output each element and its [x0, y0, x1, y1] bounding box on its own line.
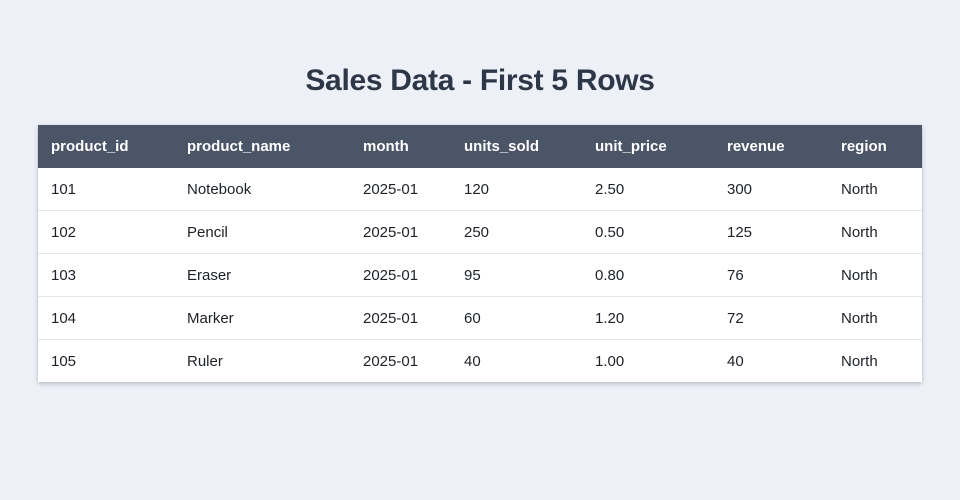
column-header-unit-price: unit_price — [582, 125, 714, 168]
table-row: 101 Notebook 2025-01 120 2.50 300 North — [38, 168, 922, 211]
cell-month: 2025-01 — [350, 210, 451, 254]
cell-product-name: Ruler — [174, 339, 350, 382]
cell-product-id: 101 — [38, 168, 174, 211]
column-header-revenue: revenue — [714, 125, 828, 168]
cell-region: North — [828, 253, 922, 297]
cell-product-name: Marker — [174, 296, 350, 340]
sales-table: product_id product_name month units_sold… — [38, 125, 922, 382]
cell-revenue: 40 — [714, 339, 828, 382]
cell-units-sold: 40 — [451, 339, 582, 382]
cell-unit-price: 0.80 — [582, 253, 714, 297]
cell-unit-price: 2.50 — [582, 168, 714, 211]
cell-unit-price: 1.20 — [582, 296, 714, 340]
table-header-row: product_id product_name month units_sold… — [38, 125, 922, 168]
cell-unit-price: 1.00 — [582, 339, 714, 382]
cell-product-name: Eraser — [174, 253, 350, 297]
cell-product-name: Pencil — [174, 210, 350, 254]
table-row: 105 Ruler 2025-01 40 1.00 40 North — [38, 339, 922, 382]
cell-units-sold: 95 — [451, 253, 582, 297]
cell-month: 2025-01 — [350, 168, 451, 211]
cell-units-sold: 60 — [451, 296, 582, 340]
cell-revenue: 300 — [714, 168, 828, 211]
table-row: 103 Eraser 2025-01 95 0.80 76 North — [38, 253, 922, 297]
cell-month: 2025-01 — [350, 253, 451, 297]
column-header-product-name: product_name — [174, 125, 350, 168]
table-row: 104 Marker 2025-01 60 1.20 72 North — [38, 296, 922, 340]
cell-units-sold: 120 — [451, 168, 582, 211]
cell-product-name: Notebook — [174, 168, 350, 211]
cell-region: North — [828, 339, 922, 382]
column-header-units-sold: units_sold — [451, 125, 582, 168]
cell-month: 2025-01 — [350, 296, 451, 340]
cell-revenue: 76 — [714, 253, 828, 297]
table-row: 102 Pencil 2025-01 250 0.50 125 North — [38, 210, 922, 254]
cell-product-id: 102 — [38, 210, 174, 254]
cell-revenue: 72 — [714, 296, 828, 340]
column-header-region: region — [828, 125, 922, 168]
cell-revenue: 125 — [714, 210, 828, 254]
cell-region: North — [828, 296, 922, 340]
cell-region: North — [828, 168, 922, 211]
column-header-month: month — [350, 125, 451, 168]
cell-units-sold: 250 — [451, 210, 582, 254]
cell-unit-price: 0.50 — [582, 210, 714, 254]
cell-region: North — [828, 210, 922, 254]
column-header-product-id: product_id — [38, 125, 174, 168]
cell-product-id: 103 — [38, 253, 174, 297]
page-title: Sales Data - First 5 Rows — [305, 64, 655, 97]
cell-product-id: 104 — [38, 296, 174, 340]
cell-product-id: 105 — [38, 339, 174, 382]
cell-month: 2025-01 — [350, 339, 451, 382]
